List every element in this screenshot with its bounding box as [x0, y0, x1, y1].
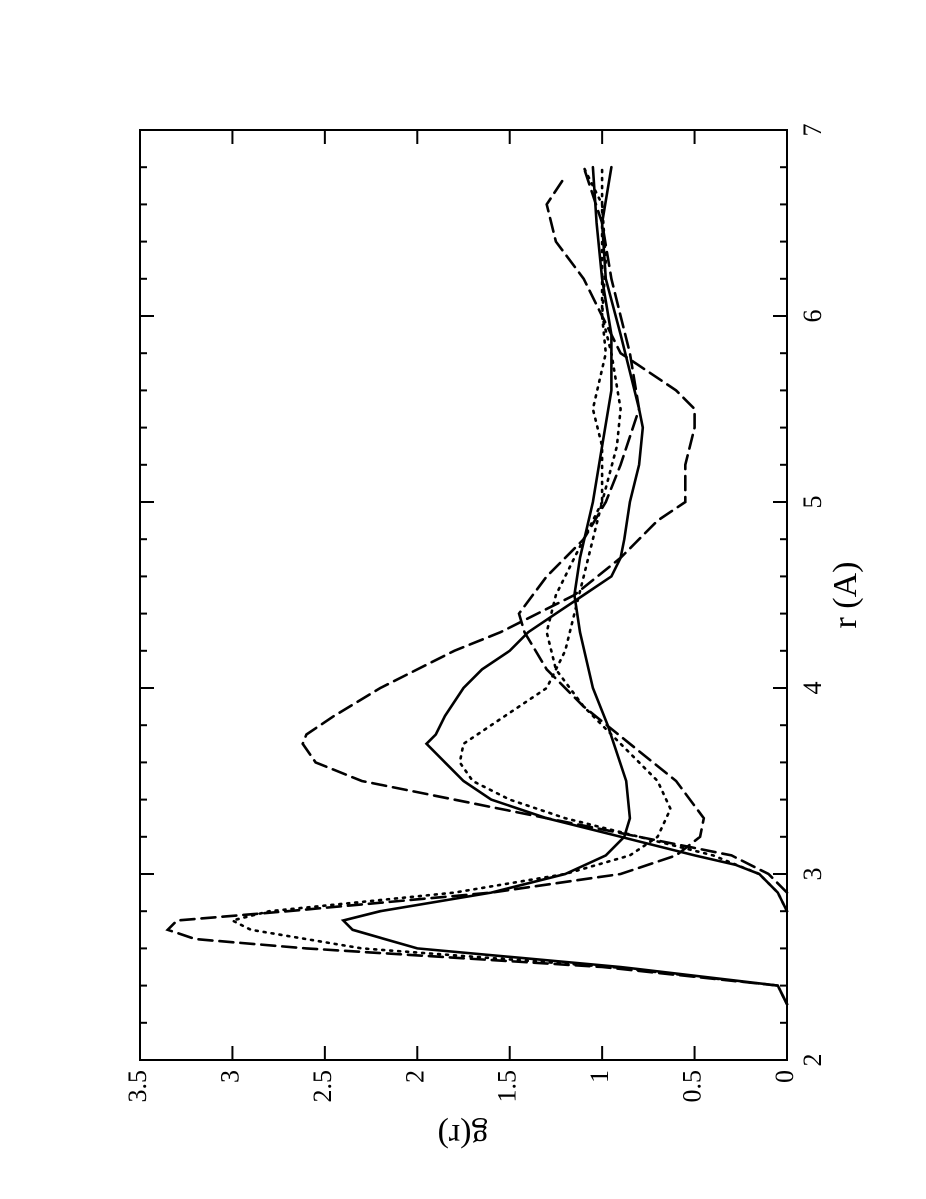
series-line [458, 165, 789, 913]
y-tick-label: 1.5 [493, 1070, 522, 1103]
x-tick-label: 2 [798, 1054, 827, 1067]
series-line [301, 175, 789, 894]
series-line [165, 165, 789, 1006]
x-tick-label: 5 [798, 496, 827, 509]
rotated-chart: r (A) g(r) 2 3 4 5 6 7 0 0.5 1 1.5 2 2.5 3 3.5 [123, 124, 864, 1155]
y-tick-label: 1 [585, 1070, 614, 1083]
x-tick-label: 7 [798, 124, 827, 137]
series-line [228, 165, 789, 1006]
x-axis-label: r (A) [827, 561, 864, 628]
y-tick-label: 3 [215, 1070, 244, 1083]
y-tick-label: 0 [770, 1070, 799, 1083]
plot-frame [139, 129, 788, 1061]
y-tick-label: 2 [400, 1070, 429, 1083]
y-tick-label: 3.5 [123, 1070, 152, 1103]
y-tick-label: 2.5 [308, 1070, 337, 1103]
x-tick-label: 3 [798, 868, 827, 881]
series-line [424, 165, 789, 913]
x-tick-label: 4 [798, 682, 827, 695]
y-tick-label: 0.5 [678, 1070, 707, 1103]
x-tick-label: 6 [798, 310, 827, 323]
y-axis-label: g(r) [438, 1117, 489, 1154]
series-line [340, 165, 789, 1006]
